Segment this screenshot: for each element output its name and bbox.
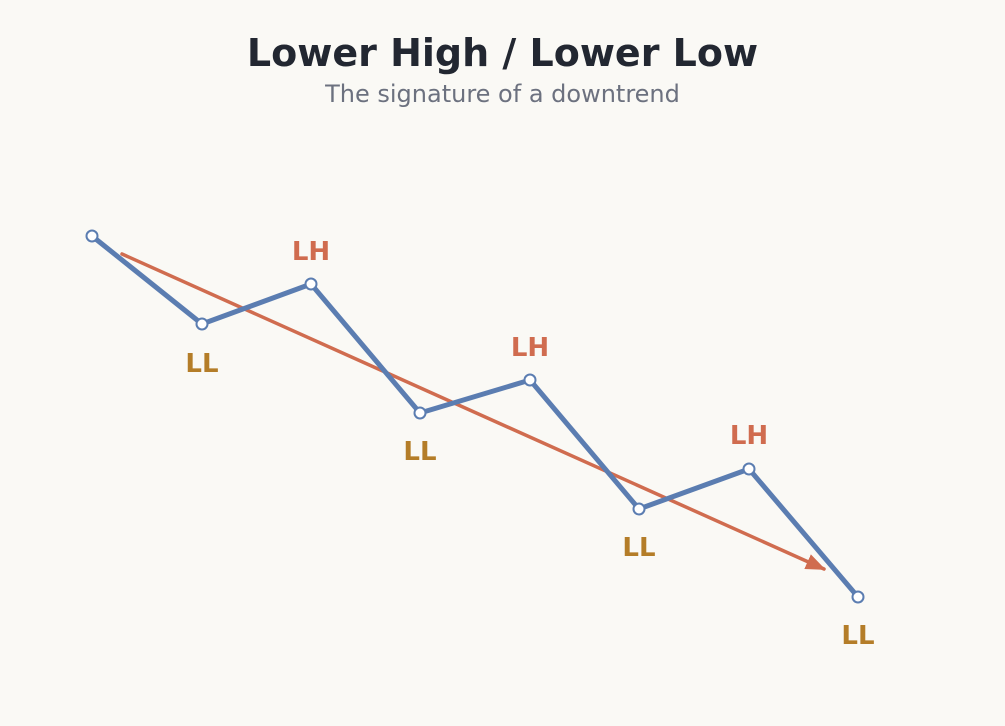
- swing-point-marker: [742, 462, 756, 476]
- swing-point-marker: [85, 229, 99, 243]
- trend-arrow-icon: [120, 252, 826, 571]
- lower-high-label: LH: [511, 333, 549, 363]
- swing-point-marker: [632, 502, 646, 516]
- lower-low-label: LL: [841, 621, 874, 651]
- lower-low-label: LL: [403, 437, 436, 467]
- swing-point-marker: [523, 373, 537, 387]
- price-path: [89, 233, 861, 600]
- swing-point-marker: [304, 277, 318, 291]
- swing-points: [85, 229, 865, 604]
- swing-point-marker: [195, 317, 209, 331]
- swing-point-marker: [413, 406, 427, 420]
- lower-low-label: LL: [185, 349, 218, 379]
- lower-low-label: LL: [622, 533, 655, 563]
- lower-high-label: LH: [730, 421, 768, 451]
- page-title: Lower High / Lower Low: [246, 31, 759, 75]
- page-subtitle: The signature of a downtrend: [325, 80, 680, 108]
- lower-high-label: LH: [292, 237, 330, 267]
- swing-point-marker: [851, 590, 865, 604]
